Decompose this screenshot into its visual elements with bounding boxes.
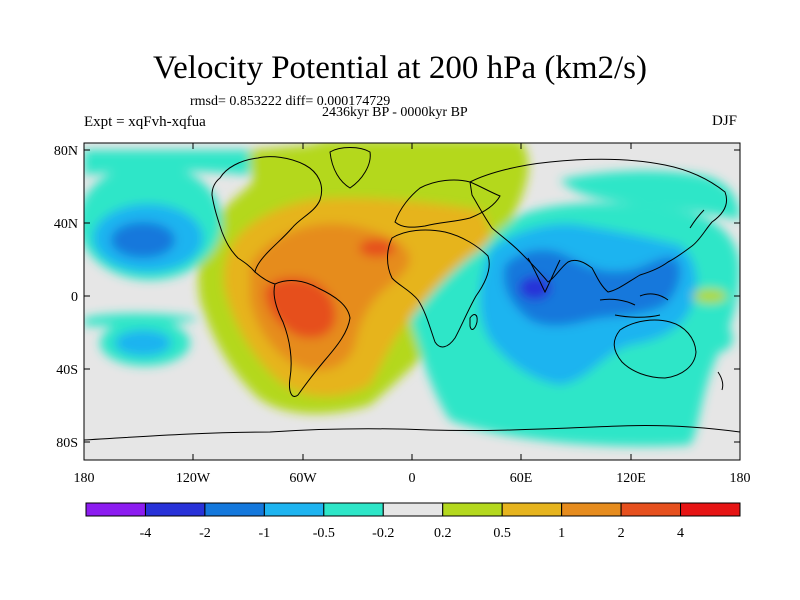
x-tick-label: 180 xyxy=(730,471,751,486)
x-tick-label: 120E xyxy=(616,471,646,486)
y-tick-label: 80S xyxy=(56,436,78,451)
rmsd-diff-label: rmsd= 0.853222 diff= 0.000174729 xyxy=(190,94,391,109)
colorbar: -4 -2 -1 -0.5 -0.2 0.2 0.5 1 2 4 xyxy=(85,502,741,541)
colorbar-swatch xyxy=(561,502,622,517)
map-title: Velocity Potential at 200 hPa (km2/s) xyxy=(152,50,648,86)
coastline-madagascar xyxy=(469,314,478,330)
experiment-label: Expt = xqFvh-xqfua xyxy=(84,114,206,130)
colorbar-swatch xyxy=(323,502,384,517)
colorbar-label: -0.5 xyxy=(313,526,335,541)
colorbar-swatch xyxy=(204,502,265,517)
x-tick-label: 120W xyxy=(176,471,211,486)
colorbar-label: 0.5 xyxy=(493,526,511,541)
contour-fill-layer xyxy=(84,143,740,460)
coastline-new-zealand xyxy=(717,371,724,391)
coastline-central-america xyxy=(254,271,276,285)
y-tick-label: 80N xyxy=(54,144,78,159)
y-tick-labels: 80N 40N 0 40S 80S xyxy=(54,144,78,451)
coastline-asia xyxy=(469,158,727,293)
coastline-japan xyxy=(689,209,705,229)
coastline-india xyxy=(527,257,561,294)
colorbar-label: -1 xyxy=(259,526,271,541)
colorbar-swatch xyxy=(680,502,741,517)
axis-ticks xyxy=(83,143,741,460)
colorbar-label: -0.2 xyxy=(372,526,394,541)
coastline-africa xyxy=(387,229,490,348)
period-label: 2436kyr BP - 0000kyr BP xyxy=(322,105,468,120)
contour-positive-2 xyxy=(265,277,336,339)
coastline-europe xyxy=(394,179,501,228)
x-tick-label: 60E xyxy=(510,471,533,486)
x-tick-label: 60W xyxy=(289,471,317,486)
colorbar-swatch xyxy=(442,502,503,517)
colorbar-swatch xyxy=(144,502,206,517)
y-tick-label: 0 xyxy=(71,290,78,305)
coastline-south-america xyxy=(273,280,351,397)
contour-negative-1-npac xyxy=(111,222,175,258)
contour-negative-0.5-spac xyxy=(115,330,171,356)
contour-positive-0.2-wpac xyxy=(693,289,727,303)
contour-negative-0.2-arctic xyxy=(84,150,250,175)
colorbar-label: 0.2 xyxy=(434,526,452,541)
contour-negative-1-indopac xyxy=(503,249,681,326)
x-tick-labels: 180 120W 60W 0 60E 120E 180 xyxy=(74,471,751,486)
colorbar-label: 1 xyxy=(558,526,565,541)
colorbar-label: -4 xyxy=(140,526,152,541)
colorbar-swatch xyxy=(263,502,325,517)
colorbar-label: 2 xyxy=(618,526,625,541)
contour-negative-0.2-swpac xyxy=(703,324,733,352)
season-label: DJF xyxy=(712,113,738,129)
colorbar-swatch xyxy=(620,502,682,517)
contour-negative-0.2-arctic-east xyxy=(560,170,740,220)
contour-negative-2-indian xyxy=(519,276,551,300)
coastline-layer xyxy=(84,147,740,441)
coastline-greenland xyxy=(329,147,371,189)
contour-positive-2-africa xyxy=(359,239,395,257)
colorbar-swatch xyxy=(382,502,444,517)
contour-negative-0.2-eqpac xyxy=(84,313,200,326)
colorbar-swatch xyxy=(85,502,146,517)
colorbar-swatch xyxy=(501,502,563,517)
coastline-maritime-continent xyxy=(599,293,669,318)
y-tick-label: 40S xyxy=(56,363,78,378)
coastline-australia xyxy=(613,319,697,379)
x-tick-label: 0 xyxy=(409,471,416,486)
coastline-north-america xyxy=(211,156,323,274)
colorbar-label: 4 xyxy=(677,526,684,541)
colorbar-label: -2 xyxy=(199,526,211,541)
coastline-antarctica xyxy=(84,424,740,441)
y-tick-label: 40N xyxy=(54,217,78,232)
x-tick-label: 180 xyxy=(74,471,95,486)
